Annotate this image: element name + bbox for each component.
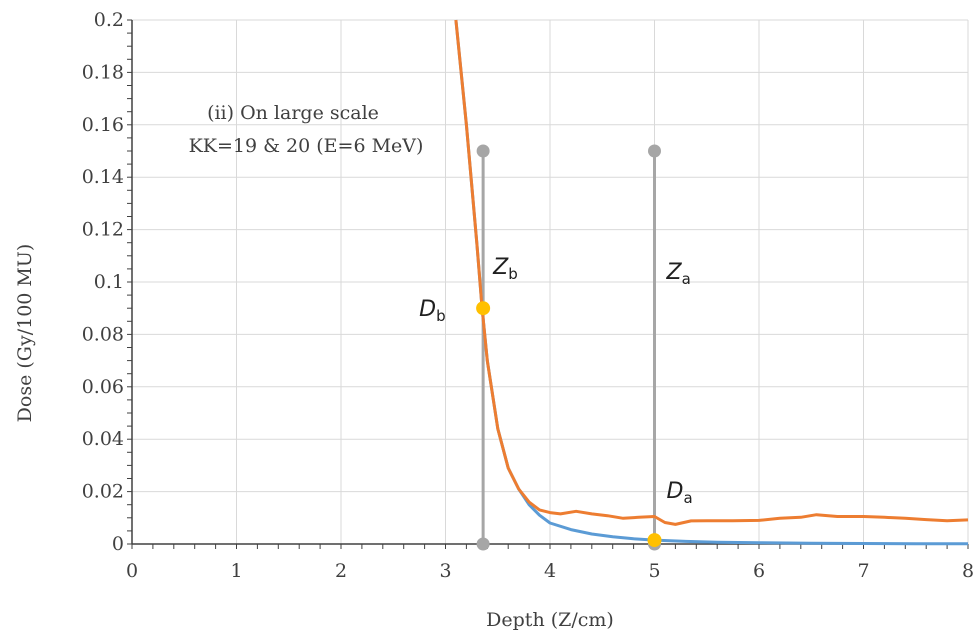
y-tick-label: 0.04 <box>82 428 124 450</box>
chart-grid <box>132 19 969 544</box>
label-za: Za <box>666 260 691 288</box>
y-tick-label: 0.16 <box>82 114 124 136</box>
y-tick-label: 0.06 <box>82 376 124 398</box>
x-tick-label: 7 <box>857 560 869 582</box>
marker-bottom-zb <box>476 537 490 551</box>
x-tick-label: 5 <box>648 560 660 582</box>
x-tick-label: 3 <box>439 560 451 582</box>
x-tick-label: 4 <box>544 560 556 582</box>
y-tick-label: 0.1 <box>94 271 124 293</box>
x-tick-label: 1 <box>230 560 242 582</box>
annotation-line-2: KK=19 & 20 (E=6 MeV) <box>189 135 424 157</box>
marker-lines <box>476 144 661 551</box>
point-db <box>476 301 491 316</box>
y-tick-label: 0.18 <box>82 61 124 83</box>
label-db: Db <box>419 297 445 325</box>
x-tick-label: 6 <box>753 560 765 582</box>
point-da <box>647 533 662 548</box>
chart-series <box>454 19 969 546</box>
x-tick-label: 8 <box>962 560 974 582</box>
series-line-2 <box>454 19 969 526</box>
label-da: Da <box>667 479 693 507</box>
x-axis-title: Depth (Z/cm) <box>486 609 614 631</box>
x-tick-label: 0 <box>126 560 138 582</box>
y-tick-label: 0.2 <box>94 9 124 31</box>
marker-top-za <box>648 144 661 158</box>
chart-ticks: 0 1 2 3 4 5 6 7 8 0 0.02 0.04 0.06 0.08 0.1 0.12 0.14 0.1… <box>82 9 974 582</box>
label-zb: Zb <box>492 255 518 283</box>
y-tick-label: 0 <box>112 533 124 555</box>
y-tick-label: 0.12 <box>82 219 124 241</box>
y-tick-label: 0.08 <box>82 323 124 345</box>
annotation-line-1: (ii) On large scale <box>207 102 379 124</box>
y-tick-label: 0.14 <box>82 166 124 188</box>
chart-labels: Zb Za Db Da <box>419 255 693 507</box>
marker-top-zb <box>476 144 490 158</box>
y-tick-label: 0.02 <box>82 481 124 503</box>
chart-points <box>476 301 662 548</box>
x-tick-label: 2 <box>335 560 347 582</box>
y-axis-title: Dose (Gy/100 MU) <box>14 244 36 423</box>
